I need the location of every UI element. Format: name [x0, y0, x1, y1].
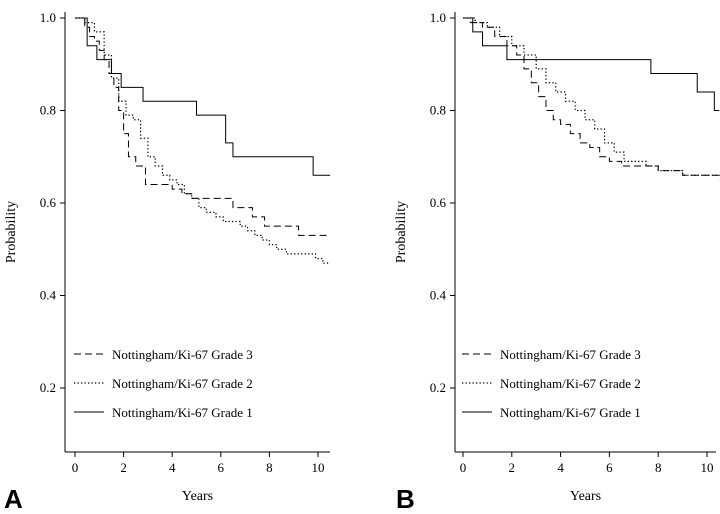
y-axis-label: Probability — [4, 201, 19, 263]
x-tick-label: 0 — [460, 460, 467, 475]
panel-a: 0.2 0.4 0.6 0.8 1.0 0 2 4 6 8 10 Years Probability A N… — [4, 10, 331, 514]
x-tick-label: 4 — [557, 460, 564, 475]
x-tick-label: 8 — [266, 460, 273, 475]
series-line-solid — [75, 17, 331, 176]
x-tick-label: 4 — [169, 460, 176, 475]
y-tick-label: 0.8 — [40, 103, 56, 118]
panel-letter: B — [396, 484, 415, 514]
series-line-dotted — [463, 17, 720, 176]
legend-label: Nottingham/Ki-67 Grade 2 — [112, 376, 253, 391]
x-axis-label: Years — [570, 489, 601, 504]
legend-label: Nottingham/Ki-67 Grade 1 — [500, 405, 641, 420]
x-tick-label: 10 — [312, 460, 325, 475]
legend-label: Nottingham/Ki-67 Grade 2 — [500, 376, 641, 391]
y-tick-label: 0.8 — [430, 103, 446, 118]
y-tick-label: 0.2 — [430, 380, 446, 395]
legend-label: Nottingham/Ki-67 Grade 3 — [112, 347, 253, 362]
x-tick-label: 6 — [606, 460, 613, 475]
series-line-dotted — [75, 17, 331, 264]
y-tick-label: 0.4 — [430, 288, 447, 303]
y-tick-label: 1.0 — [40, 10, 56, 25]
y-tick-label: 1.0 — [430, 10, 446, 25]
x-tick-label: 6 — [218, 460, 225, 475]
x-tick-label: 8 — [655, 460, 662, 475]
y-tick-label: 0.6 — [430, 195, 447, 210]
y-tick-label: 0.2 — [40, 380, 56, 395]
legend-label: Nottingham/Ki-67 Grade 3 — [500, 347, 641, 362]
panel-letter: A — [4, 484, 23, 514]
y-axis-label: Probability — [394, 201, 409, 263]
series-line-dashed — [463, 17, 720, 180]
y-tick-label: 0.4 — [40, 288, 57, 303]
x-tick-label: 2 — [120, 460, 127, 475]
series-line-solid — [463, 17, 720, 111]
legend-label: Nottingham/Ki-67 Grade 1 — [112, 405, 253, 420]
x-tick-label: 10 — [701, 460, 714, 475]
x-axis-label: Years — [182, 489, 213, 504]
x-tick-label: 0 — [72, 460, 79, 475]
x-tick-label: 2 — [509, 460, 516, 475]
y-tick-label: 0.6 — [40, 195, 57, 210]
series-line-dashed — [75, 17, 331, 236]
panel-b: 0.2 0.4 0.6 0.8 1.0 0 2 4 6 8 10 Years Probability B N… — [394, 10, 720, 514]
